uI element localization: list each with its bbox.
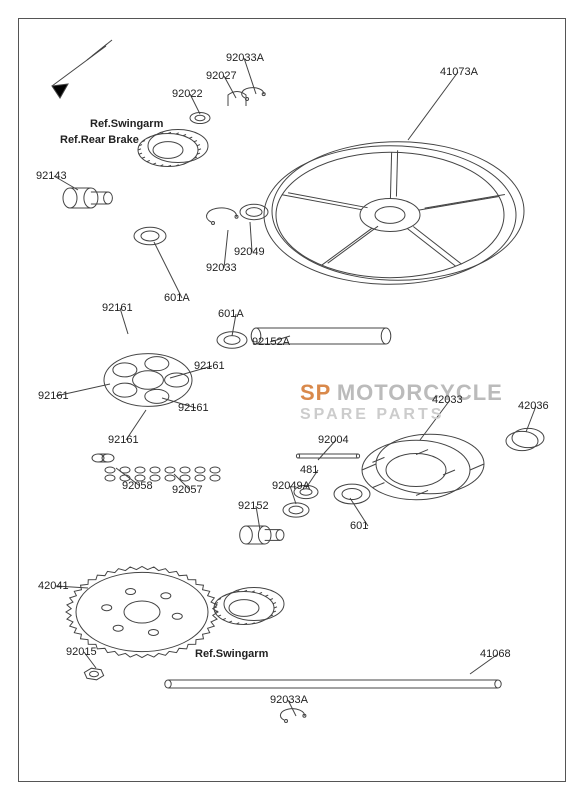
diagram-stage: SP MOTORCYCLE SPARE PARTS 92033A92027920… bbox=[0, 0, 584, 800]
lineart-layer bbox=[0, 0, 584, 800]
